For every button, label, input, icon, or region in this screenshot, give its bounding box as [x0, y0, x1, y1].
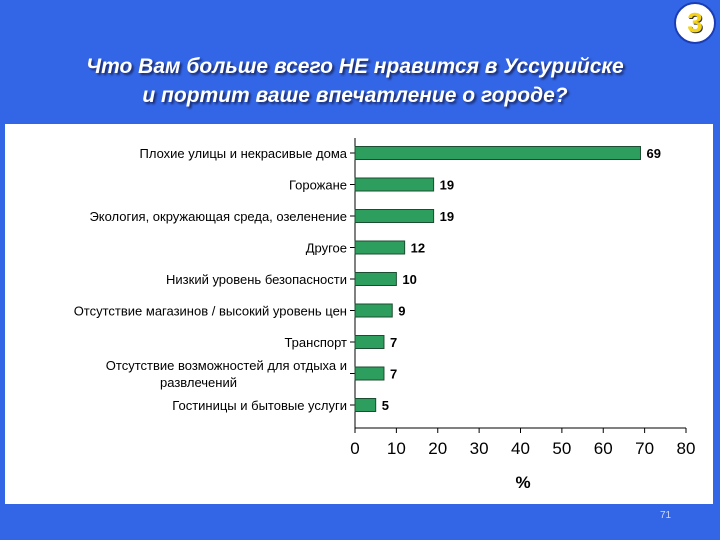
bar: [354, 366, 385, 381]
bar-value-label: 10: [402, 272, 416, 287]
bar: [354, 240, 406, 255]
category-label: развлечений: [160, 375, 237, 390]
bar: [354, 146, 641, 160]
bar: [354, 398, 377, 412]
x-tick-label: 40: [511, 439, 530, 458]
x-axis-title: %: [515, 473, 530, 492]
x-tick-label: 30: [470, 439, 489, 458]
bar: [354, 303, 393, 318]
x-tick-label: 10: [387, 439, 406, 458]
bar-value-label: 9: [398, 304, 405, 319]
bar: [354, 209, 435, 223]
bar-value-label: 7: [390, 367, 397, 382]
category-label: Гостиницы и бытовые услуги: [172, 398, 347, 413]
bar-value-label: 19: [440, 209, 454, 224]
title-line-2: и портит ваше впечатление о городе?: [142, 84, 568, 107]
category-label: Низкий уровень безопасности: [166, 272, 347, 287]
x-tick-label: 20: [428, 439, 447, 458]
bar-value-label: 5: [382, 398, 389, 413]
x-tick-label: 80: [677, 439, 696, 458]
category-label: Другое: [306, 241, 347, 256]
slide-number-badge: 3: [674, 2, 716, 44]
category-label: Экология, окружающая среда, озеленение: [89, 209, 347, 224]
bar: [354, 272, 397, 286]
category-label: Транспорт: [284, 335, 347, 350]
x-tick-label: 60: [594, 439, 613, 458]
bar-value-label: 12: [411, 241, 425, 256]
bar: [354, 177, 435, 192]
title-line-1: Что Вам больше всего НЕ нравится в Уссур…: [86, 55, 624, 78]
category-label: Отсутствие магазинов / высокий уровень ц…: [74, 304, 347, 319]
category-label: Отсутствие возможностей для отдыха и: [106, 358, 347, 373]
x-tick-label: 70: [635, 439, 654, 458]
bar-value-label: 69: [646, 146, 660, 161]
x-tick-label: 0: [350, 439, 359, 458]
category-label: Плохие улицы и некрасивые дома: [140, 146, 348, 161]
bar-value-label: 7: [390, 335, 397, 350]
bar-value-label: 19: [440, 178, 454, 193]
category-label: Горожане: [289, 178, 347, 193]
page-number: 71: [660, 510, 672, 521]
chart-panel: 69 Плохие улицы и некрасивые дома 19 Горожа…: [5, 124, 713, 504]
badge-number: 3: [687, 7, 703, 38]
bar-chart: 69 Плохие улицы и некрасивые дома 19 Горожа…: [74, 138, 696, 492]
bar: [354, 335, 385, 349]
slide-title: Что Вам больше всего НЕ нравится в Уссур…: [10, 52, 700, 110]
x-tick-label: 50: [552, 439, 571, 458]
